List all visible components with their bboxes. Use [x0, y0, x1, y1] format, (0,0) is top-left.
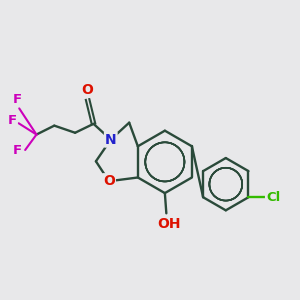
- Text: F: F: [8, 114, 17, 128]
- Text: F: F: [13, 143, 22, 157]
- Text: F: F: [13, 93, 22, 106]
- Text: O: O: [103, 174, 115, 188]
- Text: N: N: [105, 133, 117, 147]
- Text: OH: OH: [158, 217, 181, 231]
- Text: Cl: Cl: [266, 191, 280, 204]
- Text: O: O: [82, 83, 94, 97]
